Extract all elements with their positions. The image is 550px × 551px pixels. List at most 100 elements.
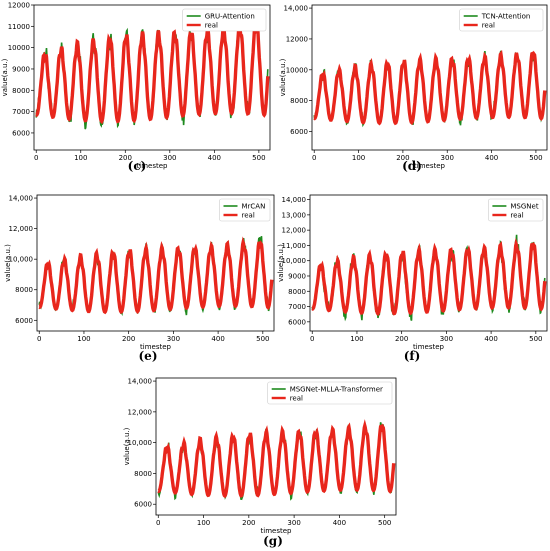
y-axis-label: value(a.u.) [4, 244, 12, 282]
y-tick-label: 8000 [288, 288, 306, 296]
y-tick-label: 7000 [288, 303, 306, 311]
legend-entry: MSGNet [510, 203, 538, 211]
y-tick-label: 6000 [290, 128, 308, 136]
y-tick-label: 10,000 [128, 439, 153, 447]
y-tick-label: 12,000 [9, 225, 34, 233]
legend-entry: TCN-Attention [481, 13, 531, 21]
x-tick-label: 500 [252, 154, 265, 162]
legend-entry: real [482, 22, 495, 30]
x-tick-label: 300 [287, 519, 300, 527]
x-tick-label: 300 [167, 335, 180, 343]
y-tick-label: 12,000 [282, 227, 307, 235]
x-tick-label: 100 [352, 154, 365, 162]
x-tick-label: 100 [77, 335, 90, 343]
y-tick-label: 12,000 [128, 408, 153, 416]
series-line-real [313, 49, 547, 126]
legend-entry: real [205, 22, 218, 30]
x-tick-label: 300 [441, 154, 454, 162]
y-tick-label: 14,000 [282, 196, 307, 204]
legend-box [267, 381, 393, 405]
x-tick-label: 200 [396, 154, 409, 162]
x-tick-label: 200 [119, 154, 132, 162]
y-tick-label: 9000 [288, 272, 306, 280]
panel-label: (g) [263, 534, 283, 548]
x-axis-label: timestep [140, 343, 172, 351]
y-axis-label: value(a.u.) [279, 58, 287, 96]
legend-entry: GRU-Attention [205, 13, 255, 21]
x-tick-label: 0 [310, 335, 314, 343]
legend-box [182, 8, 267, 32]
x-tick-label: 500 [529, 335, 542, 343]
plot-frame [33, 4, 271, 151]
plot-frame [36, 194, 275, 332]
y-tick-label: 8000 [134, 470, 152, 478]
legend-entry: MSGNet-MLLA-Transformer [290, 386, 383, 394]
panel-label: (c) [128, 159, 147, 173]
y-tick-label: 10,000 [9, 256, 34, 264]
legend-entry: MrCAN [242, 203, 266, 211]
panel-label: (e) [139, 349, 158, 363]
chart-panel: 0 100 200 300 400 500 6000 7000 8000 9000 10000 110… [1, 2, 271, 173]
y-axis-label: value(a.u.) [277, 244, 285, 282]
y-tick-label: 6000 [134, 501, 152, 509]
plot-frame [309, 194, 548, 332]
y-tick-label: 12000 [286, 35, 308, 43]
x-tick-label: 400 [485, 154, 498, 162]
chart-panel: 0 100 200 300 400 500 6000 8000 10,000 12,000 14,0… [4, 194, 275, 363]
series-line-real [38, 236, 274, 315]
y-tick-label: 12000 [8, 2, 30, 10]
x-tick-label: 400 [211, 335, 224, 343]
x-tick-label: 300 [163, 154, 176, 162]
chart-panel: 0 100 200 300 400 500 6000 7000 8000 9000 10,000 11… [277, 194, 548, 363]
series-line-real [311, 237, 547, 317]
y-tick-label: 14,000 [9, 195, 34, 203]
x-tick-label: 200 [395, 335, 408, 343]
chart-panel: 0 100 200 300 400 500 6000 8000 10,000 12,000 14,0… [123, 378, 397, 548]
y-tick-label: 14,000 [284, 5, 309, 13]
legend-entry: real [510, 212, 523, 220]
x-axis-label: timestep [261, 527, 293, 535]
x-axis-label: timestep [413, 343, 445, 351]
chart-panel: 0 100 200 300 400 500 6000 8000 10000 12000 14,000… [279, 4, 548, 173]
y-tick-label: 6000 [15, 317, 33, 325]
y-tick-label: 8000 [290, 97, 308, 105]
x-tick-label: 0 [37, 335, 41, 343]
series-line-real [157, 419, 396, 499]
x-tick-label: 500 [256, 335, 269, 343]
legend-entry: real [242, 212, 255, 220]
y-tick-label: 6000 [288, 318, 306, 326]
x-tick-label: 100 [74, 154, 87, 162]
x-axis-label: timestep [137, 162, 169, 170]
y-tick-label: 14,000 [128, 378, 153, 386]
x-tick-label: 400 [484, 335, 497, 343]
y-tick-label: 7000 [12, 108, 30, 116]
y-axis-label: value(a.u.) [123, 427, 131, 465]
y-tick-label: 9000 [12, 65, 30, 73]
plot-frame [311, 4, 548, 151]
y-tick-label: 10,000 [282, 257, 307, 265]
x-tick-label: 500 [529, 154, 542, 162]
legend-entry: real [290, 395, 303, 403]
panel-label: (d) [402, 159, 422, 173]
x-tick-label: 300 [440, 335, 453, 343]
legend-box [459, 8, 544, 32]
y-tick-label: 8000 [15, 286, 33, 294]
x-tick-label: 100 [350, 335, 363, 343]
y-tick-label: 11,000 [282, 242, 307, 250]
y-tick-label: 11000 [8, 23, 30, 31]
y-tick-label: 10000 [8, 44, 30, 52]
x-tick-label: 100 [197, 519, 210, 527]
x-tick-label: 400 [208, 154, 221, 162]
y-axis-label: value(a.u.) [1, 58, 9, 96]
x-tick-label: 0 [34, 154, 38, 162]
x-tick-label: 0 [156, 519, 160, 527]
x-tick-label: 500 [378, 519, 391, 527]
x-tick-label: 200 [122, 335, 135, 343]
x-tick-label: 200 [242, 519, 255, 527]
y-tick-label: 10000 [286, 66, 308, 74]
